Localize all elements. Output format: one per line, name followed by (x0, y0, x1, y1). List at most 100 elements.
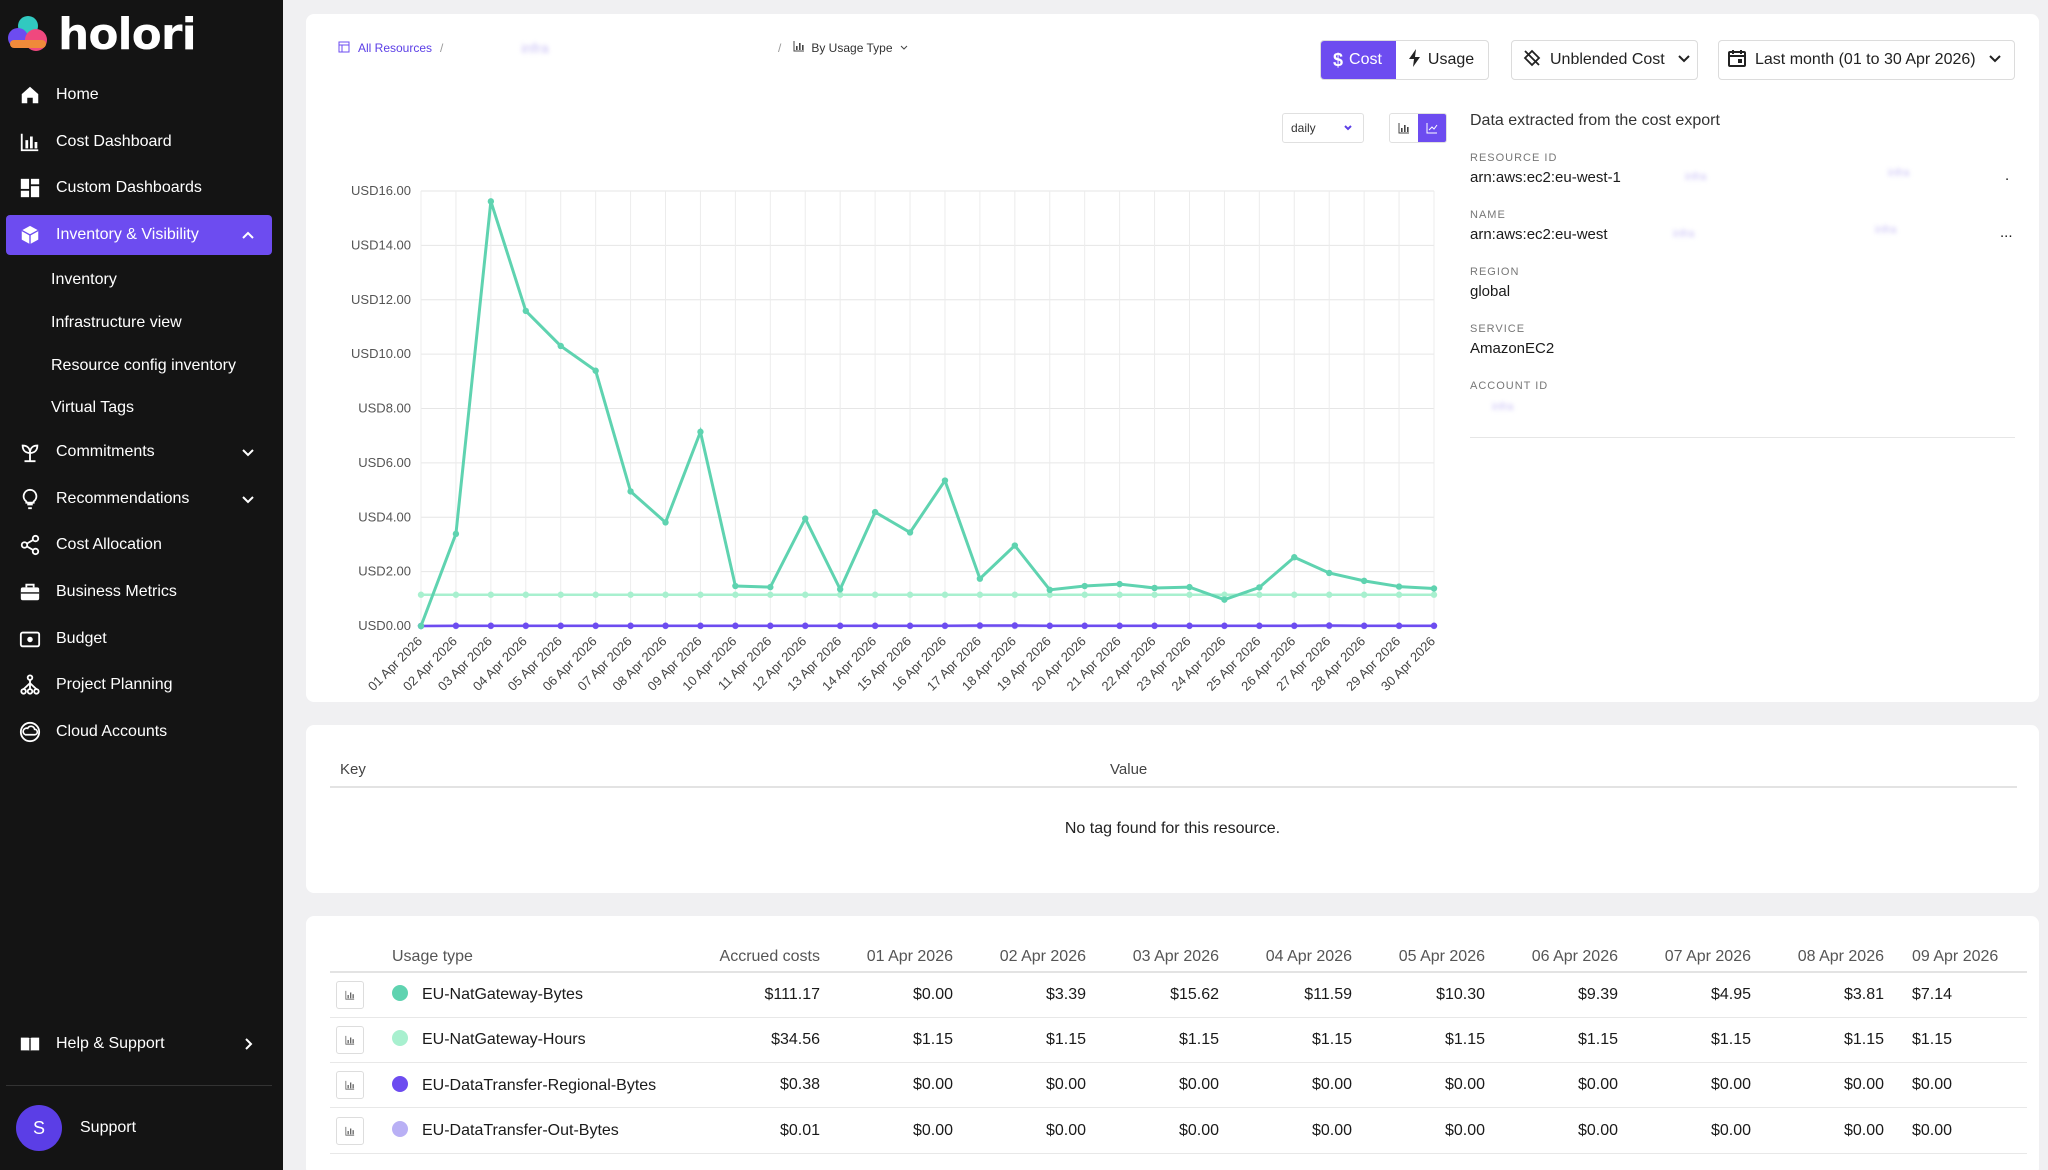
nav-project-planning[interactable]: Project Planning (6, 665, 272, 705)
y-tick-label: USD6.00 (358, 455, 411, 470)
cost-cell: $10.30 (1362, 972, 1495, 1018)
data-point (557, 622, 564, 629)
nav-commitments[interactable]: Commitments (6, 432, 272, 472)
chevron-right-icon[interactable] (238, 1034, 258, 1054)
name-redacted: infra (1875, 224, 1897, 236)
column-header[interactable]: 07 Apr 2026 (1628, 942, 1761, 973)
avatar: S (16, 1105, 62, 1151)
table-row[interactable]: EU-NatGateway-Bytes $111.17 $0.00 $3.39 $15.… (330, 972, 2027, 1018)
nav-cloud-accounts[interactable]: Cloud Accounts (6, 712, 272, 752)
row-chart-button[interactable] (336, 1116, 364, 1145)
cost-toggle-button[interactable]: $ Cost (1321, 41, 1396, 79)
user-menu[interactable]: S Support (16, 1105, 136, 1151)
cost-cell: $0.00 (1495, 1107, 1628, 1154)
data-point (1430, 591, 1438, 598)
chevron-down-icon (1677, 51, 1691, 70)
user-label: Support (80, 1119, 137, 1136)
name-ellipsis: ... (2000, 224, 2013, 241)
wallet-icon (18, 627, 42, 651)
nav-recommendations[interactable]: Recommendations (6, 479, 272, 519)
granularity-select[interactable]: daily (1282, 113, 1364, 143)
lightbulb-icon (18, 487, 42, 511)
table-row[interactable]: EU-DataTransfer-Regional-Bytes $0.38 $0.00… (330, 1062, 2027, 1109)
nav-help-support[interactable]: Help & Support (6, 1024, 272, 1064)
bar-chart-toggle-button[interactable] (1390, 114, 1418, 142)
chevron-down-icon (899, 41, 909, 55)
data-point (802, 622, 809, 629)
breadcrumb-all-resources[interactable]: All Resources (358, 41, 433, 55)
nav-budget[interactable]: Budget (6, 619, 272, 659)
data-point (662, 622, 669, 629)
period-select[interactable]: Last month (01 to 30 Apr 2026) (1718, 40, 2015, 80)
column-header[interactable]: Usage type (370, 942, 700, 973)
column-header[interactable]: 01 Apr 2026 (830, 942, 963, 973)
sub-nav-resource-config-inventory[interactable]: Resource config inventory (51, 356, 236, 374)
line-chart-toggle-button[interactable] (1418, 114, 1446, 142)
column-header[interactable]: 08 Apr 2026 (1761, 942, 1894, 973)
row-chart-cell (330, 1062, 370, 1109)
y-tick-label: USD2.00 (358, 564, 411, 579)
chevron-down-icon (1343, 122, 1353, 136)
plant-icon (18, 440, 42, 464)
column-header[interactable]: 05 Apr 2026 (1362, 942, 1495, 973)
row-chart-button[interactable] (336, 980, 364, 1009)
data-point (627, 622, 634, 629)
chevron-down-icon[interactable] (238, 489, 258, 509)
usage-type-view-selector[interactable]: / By Usage Type (778, 40, 909, 55)
chart-col-header (330, 942, 370, 973)
nav-business-metrics[interactable]: Business Metrics (6, 572, 272, 612)
nav-cost-dashboard[interactable]: Cost Dashboard (6, 122, 272, 162)
nav-cost-allocation[interactable]: Cost Allocation (6, 525, 272, 565)
cost-cell: $0.00 (1894, 1107, 2027, 1154)
cost-cell: $9.39 (1495, 972, 1628, 1018)
data-point (1360, 577, 1368, 585)
box-icon (18, 223, 42, 247)
name-text: arn:aws:ec2:eu-west (1470, 226, 1608, 243)
table-row[interactable]: EU-NatGateway-Hours $34.56 $1.15 $1.15 $1.15… (330, 1017, 2027, 1064)
data-point (592, 622, 599, 629)
series-line (420, 624, 1434, 628)
sub-nav-infrastructure-view[interactable]: Infrastructure view (51, 314, 182, 332)
cost-cell: $15.62 (1096, 972, 1229, 1018)
row-chart-button[interactable] (336, 1025, 364, 1054)
nav-label: Cost Dashboard (56, 132, 172, 150)
column-header[interactable]: 06 Apr 2026 (1495, 942, 1628, 973)
data-point (697, 591, 704, 598)
nav-label: Inventory & Visibility (56, 225, 199, 243)
column-header[interactable]: 03 Apr 2026 (1096, 942, 1229, 973)
data-point (1256, 584, 1263, 591)
cost-cell: $34.56 (700, 1017, 830, 1064)
chevron-down-icon[interactable] (238, 442, 258, 462)
column-header[interactable]: 09 Apr 2026 (1894, 942, 2027, 973)
nav-label: Project Planning (56, 676, 173, 694)
usage-table: Usage type Accrued costs 01 Apr 2026 02 … (330, 942, 2027, 1154)
cost-cell: $1.15 (830, 1017, 963, 1064)
chevron-up-icon[interactable] (238, 225, 258, 245)
usage-type-cell: EU-NatGateway-Bytes (370, 972, 700, 1018)
breadcrumb-resource[interactable]: infra (521, 40, 549, 56)
cost-cell: $0.00 (1628, 1107, 1761, 1154)
column-header[interactable]: 04 Apr 2026 (1229, 942, 1362, 973)
data-point (767, 591, 774, 598)
cost-cell: $0.38 (700, 1062, 830, 1109)
column-header[interactable]: Accrued costs (700, 942, 830, 973)
table-row[interactable]: EU-DataTransfer-Out-Bytes $0.01 $0.00 $0.00… (330, 1107, 2027, 1154)
usage-toggle-button[interactable]: Usage (1396, 41, 1488, 79)
nav-home[interactable]: Home (6, 75, 272, 115)
region-value: global (1470, 283, 1511, 300)
row-chart-button[interactable] (336, 1071, 364, 1100)
lightning-icon (1408, 48, 1422, 72)
column-header[interactable]: 02 Apr 2026 (963, 942, 1096, 973)
nav-inventory-visibility[interactable]: Inventory & Visibility (6, 214, 272, 255)
data-point (452, 622, 460, 629)
book-icon (18, 1032, 42, 1056)
nav-custom-dashboards[interactable]: Custom Dashboards (6, 168, 272, 208)
data-point (732, 622, 739, 629)
series-color-dot (392, 985, 408, 1002)
cost-type-select[interactable]: Unblended Cost (1511, 40, 1698, 80)
sub-nav-virtual-tags[interactable]: Virtual Tags (51, 399, 135, 417)
series-color-dot (392, 1030, 408, 1047)
holori-logo[interactable]: holori (6, 9, 197, 60)
sub-nav-inventory[interactable]: Inventory (51, 271, 117, 289)
y-tick-label: USD8.00 (358, 401, 411, 416)
